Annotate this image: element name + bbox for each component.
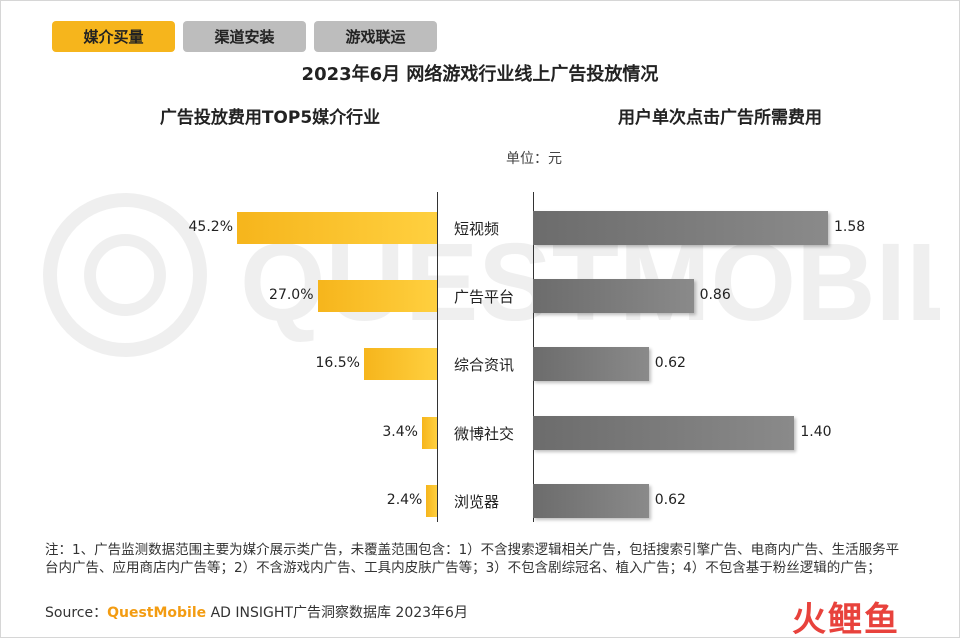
right-bar-5 — [533, 484, 649, 518]
right-chart-title: 用户单次点击广告所需费用 — [618, 108, 822, 128]
source-brand: QuestMobile — [107, 605, 207, 621]
left-chart-title: 广告投放费用TOP5媒介行业 — [159, 108, 381, 128]
source-prefix: Source： — [45, 605, 108, 621]
right-bar-label-5: 0.62 — [654, 492, 686, 508]
left-bar-label-2: 27.0% — [269, 287, 314, 303]
left-bar-5 — [426, 485, 437, 517]
category-label-1: 短视频 — [454, 220, 500, 238]
logo-part-1: 火 — [792, 600, 828, 638]
left-bar-3 — [363, 348, 437, 380]
left-bar-4 — [421, 417, 437, 449]
right-bar-4 — [533, 416, 795, 450]
left-bar-label-5: 2.4% — [386, 492, 423, 508]
right-bar-2 — [533, 279, 694, 313]
right-bar-label-1: 1.58 — [834, 219, 866, 235]
right-bar-label-2: 0.86 — [699, 287, 731, 303]
source-rest: AD INSIGHT广告洞察数据库 2023年6月 — [206, 605, 468, 621]
category-label-5: 浏览器 — [454, 493, 500, 511]
logo-part-2: 鲤鱼 — [828, 600, 900, 638]
tab-media-buying[interactable]: 媒介买量 — [52, 21, 175, 52]
right-bar-label-3: 0.62 — [654, 355, 686, 371]
logo: 火鲤鱼 — [792, 592, 900, 638]
left-bar-2 — [317, 280, 437, 312]
tab-channel-install[interactable]: 渠道安装 — [183, 21, 306, 52]
left-bar-1 — [237, 212, 437, 244]
category-label-4: 微博社交 — [454, 425, 515, 443]
source-line: Source：QuestMobile AD INSIGHT广告洞察数据库 202… — [45, 602, 468, 622]
right-bar-label-4: 1.40 — [800, 424, 832, 440]
tab-game-joint-operation[interactable]: 游戏联运 — [314, 21, 437, 52]
right-bar-1 — [533, 211, 828, 245]
left-bar-label-4: 3.4% — [382, 424, 418, 440]
footnote: 注：1、广告监测数据范围主要为媒介展示类广告，未覆盖范围包含：1）不含搜索逻辑相… — [45, 542, 900, 576]
left-bar-label-1: 45.2% — [188, 219, 233, 235]
right-bar-3 — [533, 347, 649, 381]
left-axis-line — [437, 192, 438, 522]
chart-title: 2023年6月 网络游戏行业线上广告投放情况 — [301, 64, 659, 85]
unit-label: 单位：元 — [506, 151, 562, 167]
left-bar-label-3: 16.5% — [315, 355, 360, 371]
category-label-2: 广告平台 — [454, 288, 515, 306]
category-label-3: 综合资讯 — [454, 356, 515, 374]
tab-bar: 媒介买量 渠道安装 游戏联运 — [52, 21, 437, 52]
